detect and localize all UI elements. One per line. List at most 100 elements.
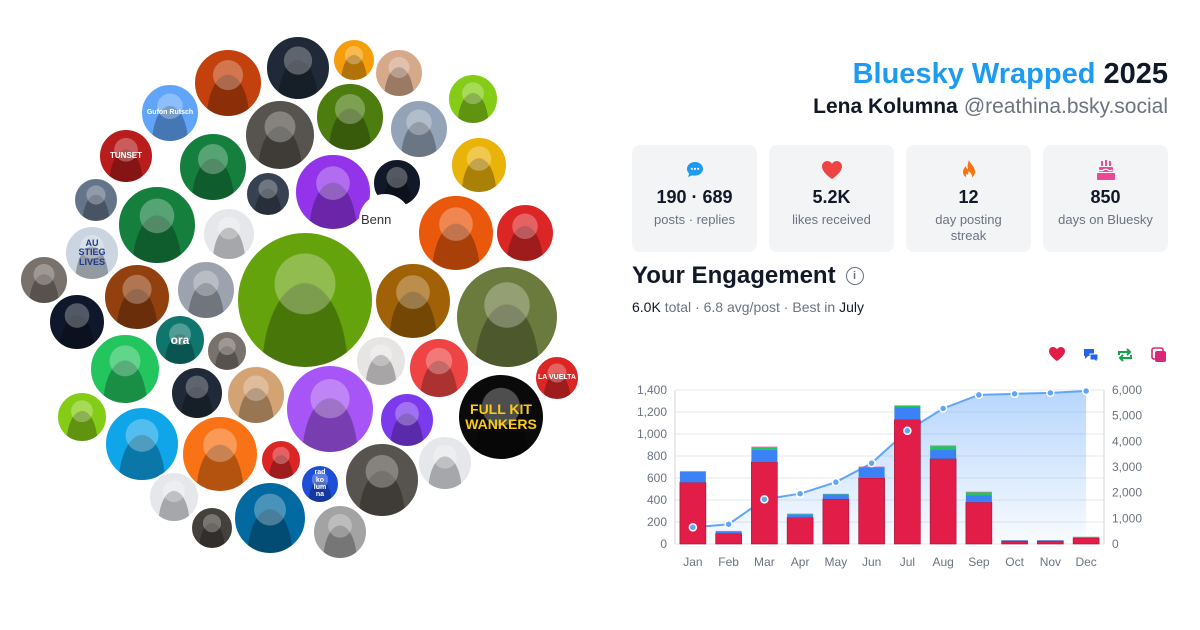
- y-tick-label: 200: [647, 515, 667, 529]
- cumulative-point: [760, 495, 769, 504]
- cumulative-point: [867, 458, 876, 468]
- avatar[interactable]: [181, 415, 259, 493]
- x-tick-label: Oct: [1005, 555, 1024, 569]
- avatar[interactable]: [312, 504, 368, 560]
- x-tick-label: Nov: [1040, 555, 1061, 569]
- avatar[interactable]: [260, 439, 302, 481]
- y-axis-ticks: 0 200 400 600 800 1,000 1,200 1,400: [637, 383, 667, 551]
- avatar[interactable]: [389, 99, 449, 159]
- y-tick-label: 600: [647, 471, 667, 485]
- avg-value: 6.8: [703, 299, 724, 315]
- y-tick-label: 1,000: [637, 427, 667, 441]
- stat-value: 5.2K: [812, 187, 851, 207]
- avatar[interactable]: [233, 481, 307, 555]
- avatar-label: LA VUELTA: [538, 374, 576, 382]
- y-tick-label: 0: [660, 537, 667, 551]
- avatar[interactable]: [374, 262, 452, 340]
- avatar[interactable]: [178, 132, 248, 202]
- x-tick-label: Mar: [754, 555, 775, 569]
- y2-tick-label: 6,000: [1112, 383, 1142, 397]
- avatar[interactable]: [56, 391, 108, 443]
- cumulative-point: [1046, 388, 1055, 398]
- bar-reposts: [930, 446, 957, 450]
- bar-likes: [715, 533, 742, 545]
- avatar[interactable]: rad ko lum na: [300, 464, 340, 504]
- avatar[interactable]: [265, 35, 331, 101]
- avatar[interactable]: [226, 365, 286, 425]
- avatar[interactable]: ora: [154, 314, 206, 366]
- info-icon[interactable]: i: [845, 267, 864, 285]
- avatar[interactable]: [245, 171, 291, 217]
- avatar[interactable]: [447, 73, 499, 125]
- avatar[interactable]: [344, 442, 420, 518]
- bar-series: [679, 405, 1100, 545]
- avatar[interactable]: [170, 366, 224, 420]
- cumulative-point: [1010, 389, 1019, 399]
- avatar[interactable]: [417, 194, 495, 272]
- avatar[interactable]: [408, 337, 470, 399]
- avatar[interactable]: [244, 99, 316, 171]
- avatar[interactable]: [417, 435, 473, 491]
- avatar-label: TUNSET: [110, 150, 142, 160]
- avatar[interactable]: [104, 406, 180, 482]
- avatar[interactable]: [206, 330, 248, 372]
- avatar[interactable]: Gufon Rutsch: [140, 83, 200, 143]
- avatar[interactable]: [294, 153, 372, 231]
- engagement-summary: 6.0K total · 6.8 avg/post · Best in July: [632, 299, 864, 315]
- avatar[interactable]: [48, 293, 106, 351]
- avatar[interactable]: [285, 364, 375, 454]
- avatar[interactable]: [190, 506, 234, 550]
- cake-icon: [1043, 159, 1168, 181]
- avatar[interactable]: [148, 471, 200, 523]
- avatar[interactable]: [315, 82, 385, 152]
- avatar[interactable]: [455, 265, 559, 369]
- y2-axis-ticks: 0 1,000 2,000 3,000 4,000 5,000 6,000: [1112, 383, 1142, 551]
- avatar[interactable]: [202, 207, 256, 261]
- stat-value: 850: [1090, 187, 1121, 207]
- avatar[interactable]: [379, 392, 435, 448]
- heart-icon: [769, 159, 894, 181]
- avatar[interactable]: FULL KIT WANKERS: [457, 373, 545, 461]
- cumulative-point: [974, 390, 984, 400]
- avatar[interactable]: [117, 185, 197, 265]
- avatar[interactable]: TUNSET: [98, 128, 154, 184]
- x-tick-label: May: [825, 555, 848, 569]
- avatar[interactable]: [89, 333, 161, 405]
- best-month: July: [839, 299, 864, 315]
- avatar[interactable]: [73, 177, 119, 223]
- cumulative-point: [795, 489, 805, 498]
- likes-legend-icon[interactable]: [1048, 346, 1066, 364]
- cumulative-point: [1081, 386, 1091, 396]
- stat-value: 190 · 689: [656, 187, 733, 207]
- reposts-legend-icon[interactable]: [1116, 346, 1134, 364]
- y2-tick-label: 5,000: [1112, 409, 1142, 423]
- avatar[interactable]: [103, 263, 171, 331]
- broken-avatar-image[interactable]: Benn: [359, 194, 411, 246]
- bar-replies: [822, 494, 849, 499]
- bar-reposts: [679, 471, 706, 472]
- title-brand: Bluesky Wrapped: [852, 58, 1096, 90]
- replies-legend-icon[interactable]: [1082, 346, 1100, 364]
- avatar-label: Benn: [361, 212, 392, 228]
- cumulative-point: [903, 426, 912, 436]
- avatar[interactable]: [193, 48, 263, 118]
- avatar[interactable]: [374, 48, 424, 98]
- avatar[interactable]: LA VUELTA: [534, 355, 580, 401]
- avatar[interactable]: AU STIEG LIVES: [64, 225, 120, 281]
- avatar[interactable]: [495, 203, 555, 263]
- bar-likes: [786, 517, 814, 545]
- avatar[interactable]: [236, 231, 374, 369]
- cumulative-point: [688, 523, 698, 532]
- avatar[interactable]: [450, 136, 508, 194]
- bar-replies: [1073, 537, 1100, 538]
- bar-likes: [858, 477, 885, 545]
- avatar[interactable]: [355, 335, 407, 387]
- avatar[interactable]: [332, 38, 376, 82]
- engagement-chart: 0 200 400 600 800 1,000 1,200 1,400 0 1,000 2,000…: [637, 383, 1142, 569]
- quotes-legend-icon[interactable]: [1150, 346, 1168, 364]
- cumulative-points: [688, 386, 1091, 532]
- bar-reposts: [787, 513, 814, 515]
- avatar[interactable]: [176, 260, 236, 320]
- bar-replies: [679, 471, 706, 483]
- avatar[interactable]: [19, 255, 69, 305]
